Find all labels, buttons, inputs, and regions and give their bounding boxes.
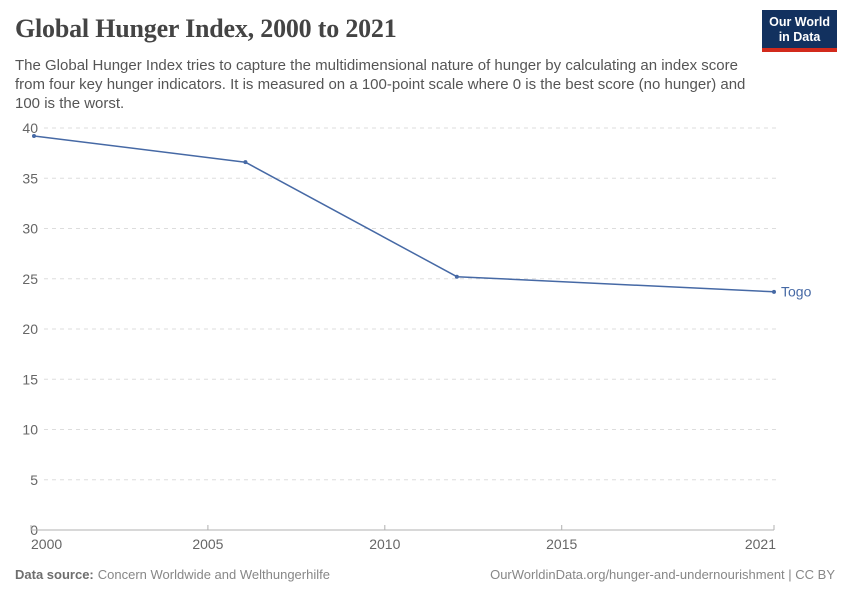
y-axis-tick-label: 40 bbox=[22, 120, 38, 136]
owid-logo[interactable]: Our World in Data bbox=[762, 10, 837, 52]
data-source: Data source: Concern Worldwide and Welthu… bbox=[15, 567, 330, 582]
chart-footer: Data source: Concern Worldwide and Welthu… bbox=[15, 567, 835, 582]
y-axis-tick-label: 30 bbox=[22, 221, 38, 237]
data-point-marker bbox=[32, 134, 36, 139]
y-axis-tick-label: 35 bbox=[22, 170, 38, 186]
y-axis-tick-label: 10 bbox=[22, 422, 38, 438]
x-axis-tick-label: 2021 bbox=[745, 536, 776, 552]
chart-subtitle: The Global Hunger Index tries to capture… bbox=[15, 57, 746, 112]
chart-title: Global Hunger Index, 2000 to 2021 bbox=[15, 14, 397, 43]
footer-link[interactable]: OurWorldinData.org/hunger-and-undernouri… bbox=[490, 567, 835, 582]
data-point-marker bbox=[243, 160, 248, 165]
x-axis-tick-label: 2015 bbox=[546, 536, 577, 552]
series-end-label[interactable]: Togo bbox=[781, 283, 812, 299]
data-point-marker bbox=[772, 289, 776, 294]
series-line-togo[interactable] bbox=[33, 135, 775, 293]
x-axis-tick-label: 2010 bbox=[369, 536, 400, 552]
data-point-marker bbox=[454, 274, 459, 279]
x-axis-tick-label: 2000 bbox=[31, 536, 62, 552]
logo-line-2: in Data bbox=[778, 29, 821, 44]
y-axis-tick-label: 20 bbox=[22, 321, 38, 337]
y-axis-tick-label: 25 bbox=[22, 271, 38, 287]
data-source-label: Data source: bbox=[15, 567, 94, 582]
data-source-value: Concern Worldwide and Welthungerhilfe bbox=[97, 567, 330, 582]
x-axis-tick-label: 2005 bbox=[192, 536, 223, 552]
logo-line-1: Our World bbox=[769, 15, 830, 29]
y-axis-tick-label: 15 bbox=[22, 371, 38, 387]
y-axis-tick-label: 5 bbox=[30, 472, 38, 488]
